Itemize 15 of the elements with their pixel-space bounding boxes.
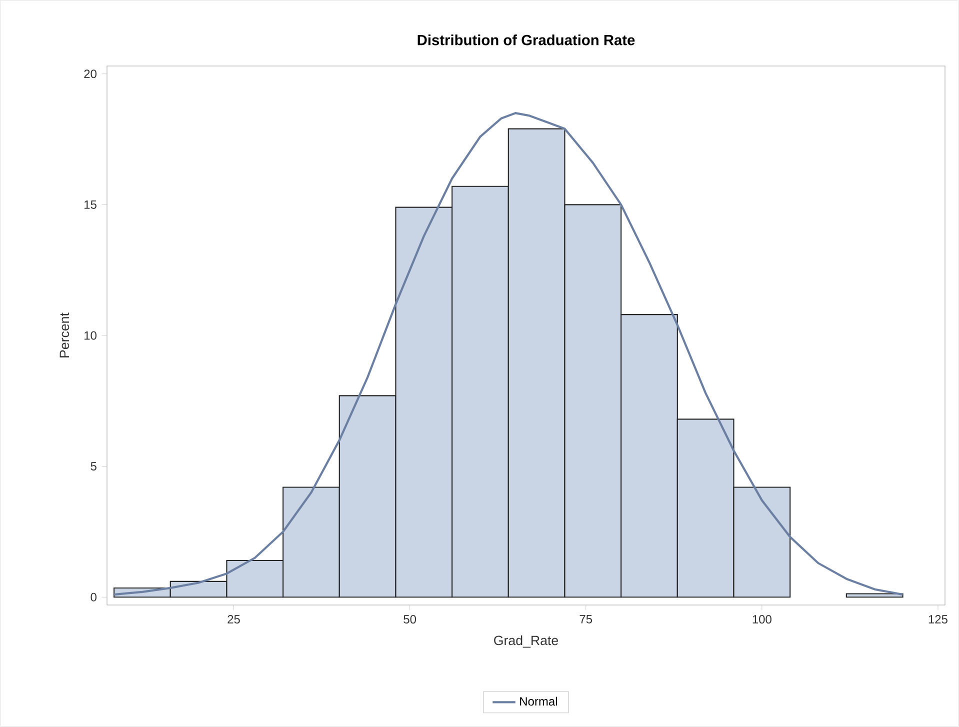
y-tick-label: 5 [90,462,96,471]
y-tick-label: 20 [84,70,96,78]
y-tick-label: 10 [84,331,96,340]
y-tick-label: 0 [90,592,96,602]
x-tick-label: 25 [228,615,240,624]
x-tick-label: 75 [580,615,592,624]
chart-title: Distribution of Graduation Rate [418,34,635,46]
x-axis-title: Grad_Rate [494,635,558,648]
line-series [112,112,904,596]
x-tick-label: 50 [404,615,416,624]
legend-label: Normal [520,696,557,706]
y-axis-title: Percent [60,312,70,358]
x-tick-label: 100 [752,615,772,624]
x-tick-label: 125 [928,615,948,624]
y-tick-label: 15 [84,200,96,209]
